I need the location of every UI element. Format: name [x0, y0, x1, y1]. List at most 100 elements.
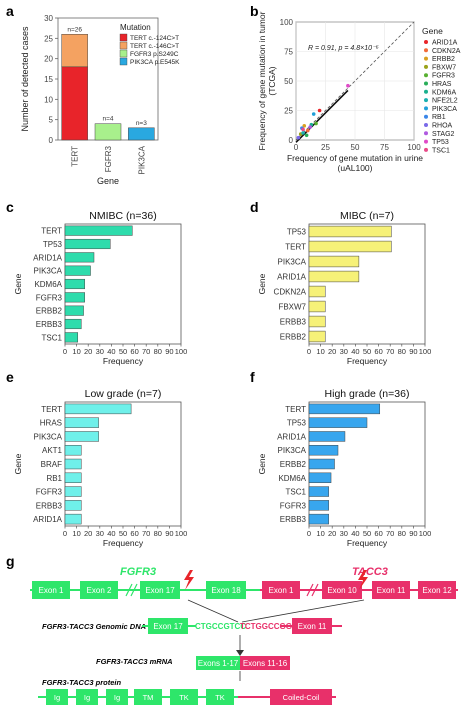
- chart-e-x-tick-label: 50: [119, 529, 127, 538]
- dna-exon-11: [292, 618, 332, 634]
- mrna-exons-tacc3-label: Exons 11-16: [243, 659, 288, 668]
- chart-d-bar: [308, 270, 360, 283]
- fgfr3-exon-2: [80, 581, 118, 599]
- tacc3-exon-11-label: Exon 11: [377, 586, 406, 595]
- chart-b-x-tick-label: 100: [407, 143, 421, 152]
- chart-a-y-tick-label: 0: [49, 136, 54, 145]
- chart-b-legend-marker: [424, 89, 428, 94]
- panel-letter-d: d: [250, 199, 259, 215]
- chart-c-nmibc: NMIBC (n=36) TERT TP53 ARID1A PIK3CA KDM6A FGF…: [13, 210, 187, 366]
- chart-f-x-tick-label: 20: [328, 529, 336, 538]
- chart-e-category-label: BRAF: [41, 460, 62, 469]
- dna-sequence-tacc3: TCTGGCCGG: [240, 622, 292, 631]
- protein-domain-ig-2: [76, 689, 98, 705]
- chart-b-x-axis-title-line2: (uAL100): [338, 163, 373, 173]
- dna-exon-11-label: Exon 11: [298, 622, 327, 631]
- chart-b-legend-marker: [424, 131, 428, 136]
- chart-b-legend-marker: [424, 114, 428, 119]
- tacc3-exon-11: [372, 581, 410, 599]
- protein-domain-ig-3-label: Ig: [114, 693, 120, 702]
- chart-d-x-tick-label: 30: [340, 347, 348, 356]
- chart-e-category-label: HRAS: [40, 419, 62, 428]
- chart-c-bar: [64, 318, 82, 330]
- chart-b-point: [296, 135, 301, 140]
- chart-d-mibc: MIBC (n=7) TP53 TERT PIK3CA ARID1A CDKN2A FBXW…: [257, 210, 431, 366]
- chart-b-annotation: R = 0.91, p = 4.8×10⁻⁶: [308, 45, 379, 52]
- chart-c-x-tick-label: 60: [130, 347, 138, 356]
- fgfr3-exon-18: [206, 581, 246, 599]
- chart-e-category-label: TERT: [41, 405, 62, 414]
- chart-c-bar: [64, 225, 133, 236]
- tacc3-exon-12-label: Exon 12: [422, 586, 452, 595]
- chart-c-bar: [64, 265, 91, 276]
- chart-e-category-label: PIK3CA: [34, 432, 63, 441]
- chart-a-legend-label: TERT c.-146C>T: [130, 43, 179, 50]
- chart-c-y-axis-title: Gene: [13, 273, 23, 294]
- chart-a-legend-title: Mutation: [120, 23, 151, 32]
- chart-e-x-tick-label: 10: [72, 529, 80, 538]
- chart-f-y-axis-title: Gene: [257, 453, 267, 474]
- chart-a-legend-label: FGFR3 p.S249C: [130, 51, 179, 58]
- fgfr3-exon-1-label: Exon 1: [39, 586, 64, 595]
- chart-c-category-label: PIK3CA: [34, 267, 63, 276]
- chart-c-x-tick-label: 30: [96, 347, 104, 356]
- chart-c-category-label: TERT: [41, 227, 62, 236]
- chart-c-title: NMIBC (n=36): [89, 210, 156, 222]
- chart-b-point: [304, 133, 309, 138]
- chart-d-category-label: ARID1A: [277, 273, 307, 282]
- chart-e-bar: [64, 472, 82, 483]
- chart-a-legend-swatch: [119, 49, 128, 58]
- chart-f-category-label: TSC1: [286, 488, 307, 497]
- chart-b-y-axis-title-line2: (TCGA): [267, 66, 277, 95]
- chart-b-legend-title: Gene: [422, 26, 443, 36]
- fgfr3-exon-1: [32, 581, 70, 599]
- chart-b-point: [346, 83, 350, 88]
- panel-letter-a: a: [6, 3, 14, 19]
- fgfr3-break-mark-1: [125, 583, 133, 597]
- chart-d-bar: [308, 285, 326, 298]
- fgfr3-gene-label: FGFR3: [120, 566, 156, 578]
- chart-f-bar: [308, 472, 332, 483]
- chart-b-legend-marker: [424, 123, 428, 127]
- chart-f-category-label: TP53: [287, 419, 307, 428]
- chart-b-legend-marker: [424, 106, 428, 111]
- chart-e-bar: [64, 500, 82, 511]
- chart-b-legend-marker: [424, 64, 428, 69]
- chart-f-x-axis-title: Frequency: [347, 538, 388, 548]
- chart-f-bar: [308, 417, 368, 428]
- chart-b-legend-label: FBXW7: [432, 64, 456, 71]
- protein-domain-tk-1-label: TK: [179, 693, 189, 702]
- mrna-exons-fgfr3-label: Exons 1-17: [198, 659, 239, 668]
- chart-f-high-grade: High grade (n=36) TERT TP53 ARID1A PIK3CA ERB…: [257, 388, 431, 548]
- chart-e-low-grade: Low grade (n=7) TERT HRAS PIK3CA AKT1 BRAF RB1…: [13, 388, 187, 548]
- chart-f-category-label: ERBB2: [280, 460, 307, 469]
- chart-a-legend-label: TERT c.-124C>T: [130, 35, 179, 42]
- chart-a-y-tick-label: 5: [49, 116, 54, 125]
- fgfr3-exon-18-label: Exon 18: [211, 586, 241, 595]
- chart-d-x-tick-label: 100: [419, 347, 432, 356]
- tacc3-break-mark-1: [306, 583, 314, 597]
- chart-b-y-tick-label: 50: [284, 77, 293, 86]
- chart-c-bar: [64, 305, 84, 316]
- chart-e-category-label: ARID1A: [33, 515, 63, 524]
- chart-c-x-tick-label: 80: [154, 347, 162, 356]
- chart-f-title: High grade (n=36): [325, 388, 410, 400]
- chart-e-bar: [64, 403, 132, 415]
- chart-f-category-label: TERT: [285, 405, 306, 414]
- chart-c-bar: [64, 238, 111, 250]
- chart-b-legend-marker: [424, 139, 428, 144]
- chart-d-bar: [308, 330, 326, 343]
- chart-c-x-tick-label: 40: [107, 347, 115, 356]
- chart-a-y-axis-title: Number of detected cases: [20, 26, 30, 132]
- chart-d-bar: [308, 300, 326, 313]
- chart-c-x-tick-label: 20: [84, 347, 92, 356]
- chart-f-x-tick-label: 50: [363, 529, 371, 538]
- chart-c-bar: [64, 292, 85, 303]
- chart-a-legend-label: PIK3CA p.E545K: [130, 59, 180, 66]
- chart-b-y-tick-label: 25: [284, 107, 293, 116]
- fgfr3-exon-17: [140, 581, 180, 599]
- chart-f-x-tick-label: 40: [351, 529, 359, 538]
- chart-b-x-tick-label: 75: [380, 143, 389, 152]
- chart-d-bar: [308, 225, 392, 238]
